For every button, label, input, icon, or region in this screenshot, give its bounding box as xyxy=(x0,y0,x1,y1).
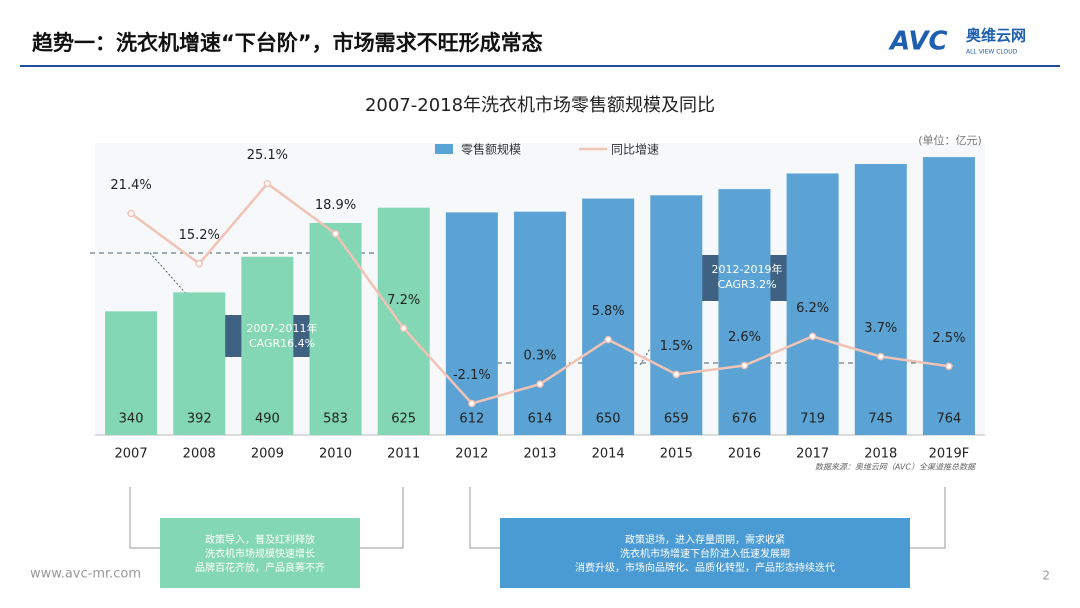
x-tick-label: 2007 xyxy=(115,447,148,462)
point-label: 1.5% xyxy=(660,339,693,354)
bar-label: 650 xyxy=(596,412,621,427)
x-tick-label: 2011 xyxy=(387,447,420,462)
note-box xyxy=(160,518,360,588)
line-point xyxy=(195,259,203,268)
cagr-text: 2007-2011年 xyxy=(247,321,318,335)
unit-label: (单位：亿元) xyxy=(918,133,982,147)
chart-title: 2007-2018年洗衣机市场零售额规模及同比 xyxy=(365,95,715,116)
x-tick-label: 2016 xyxy=(728,447,761,462)
bracket xyxy=(469,487,500,549)
bar-label: 745 xyxy=(868,412,893,427)
bar xyxy=(922,157,975,435)
note-text: 政策退场，进入存量周期，需求收紧 xyxy=(625,533,785,546)
line-point xyxy=(399,324,408,333)
x-tick-label: 2019F xyxy=(929,447,970,462)
note-text: 洗衣机市场增速下台阶进入低速发展期 xyxy=(620,547,790,560)
x-tick-label: 2009 xyxy=(251,447,284,462)
cagr-text: 2012-2019年 xyxy=(712,262,783,276)
page-number: 2 xyxy=(1042,569,1050,583)
bar-label: 764 xyxy=(937,412,962,427)
point-label: 7.2% xyxy=(387,293,420,308)
line-point xyxy=(877,352,885,361)
note-text: 消费升级，市场向品牌化、品质化转型，产品形态持续迭代 xyxy=(575,561,835,574)
bar-label: 676 xyxy=(732,412,757,427)
point-label: -2.1% xyxy=(453,368,491,383)
line-point xyxy=(331,229,340,238)
point-label: 5.8% xyxy=(592,304,625,319)
bar-label: 612 xyxy=(459,412,484,427)
bar-label: 583 xyxy=(323,412,348,427)
bracket xyxy=(129,487,160,549)
point-label: 2.5% xyxy=(932,331,965,346)
bar xyxy=(377,207,430,435)
point-label: 25.1% xyxy=(247,148,288,163)
legend-label: 同比增速 xyxy=(611,143,659,157)
bar-label: 625 xyxy=(391,412,416,427)
line-point xyxy=(740,361,749,370)
x-tick-label: 2012 xyxy=(455,447,488,462)
logo-tagline: ALL VIEW CLOUD xyxy=(966,49,1018,56)
line-point xyxy=(263,179,272,188)
bar xyxy=(718,189,771,435)
x-tick-label: 2010 xyxy=(319,447,352,462)
x-tick-label: 2018 xyxy=(864,447,897,462)
source: 数据来源：奥维云网（AVC）全渠道推总数据 xyxy=(815,463,976,472)
bar xyxy=(241,256,294,435)
bar xyxy=(514,211,566,435)
line-point xyxy=(536,380,544,388)
bar xyxy=(854,164,907,435)
point-label: 15.2% xyxy=(179,228,220,243)
note-text: 洗衣机市场规模快速增长 xyxy=(205,547,315,560)
point-label: 3.7% xyxy=(864,321,897,336)
x-tick-label: 2013 xyxy=(523,447,556,462)
bar xyxy=(173,292,226,435)
bar-label: 614 xyxy=(528,412,553,427)
bar xyxy=(582,198,635,435)
legend-label: 零售额规模 xyxy=(461,142,521,157)
point-label: 18.9% xyxy=(315,198,356,213)
point-label: 2.6% xyxy=(728,330,761,345)
line-point xyxy=(672,370,681,379)
footer-url: www.avc-mr.com xyxy=(30,567,141,582)
bar xyxy=(650,195,703,435)
cagr-text: CAGR16.4% xyxy=(249,337,315,350)
note-text: 品牌百花齐放，产品良莠不齐 xyxy=(195,561,325,574)
line-point xyxy=(945,362,953,371)
point-label: 0.3% xyxy=(523,349,556,364)
cagr-text: CAGR3.2% xyxy=(717,278,776,291)
point-label: 6.2% xyxy=(796,301,829,316)
logo-name: 奥维云网 xyxy=(966,27,1026,45)
line-point xyxy=(127,209,135,218)
x-tick-label: 2008 xyxy=(183,447,216,462)
x-tick-label: 2014 xyxy=(592,447,625,462)
bar-label: 659 xyxy=(664,412,689,427)
slide-title: 趋势一：洗衣机增速“下台阶”，市场需求不旺形成常态 xyxy=(32,31,543,55)
x-tick-label: 2017 xyxy=(796,447,829,462)
note-box xyxy=(500,518,910,588)
bar xyxy=(786,173,839,435)
bar-label: 490 xyxy=(255,412,280,427)
x-tick-label: 2015 xyxy=(660,447,693,462)
bar xyxy=(105,311,158,435)
note-text: 政策导入，普及红利释放 xyxy=(205,533,315,546)
line-point xyxy=(808,332,817,341)
logo-mark: AVC xyxy=(888,27,948,57)
bar-label: 719 xyxy=(800,412,825,427)
bracket xyxy=(910,487,946,549)
bracket xyxy=(360,487,404,549)
bar-label: 340 xyxy=(119,412,144,427)
line-point xyxy=(604,335,612,344)
brackets xyxy=(129,487,946,549)
line-point xyxy=(468,399,476,408)
legend-swatch xyxy=(435,144,453,154)
callout-line xyxy=(639,299,681,366)
bar-label: 392 xyxy=(187,412,212,427)
point-label: 21.4% xyxy=(110,178,151,193)
